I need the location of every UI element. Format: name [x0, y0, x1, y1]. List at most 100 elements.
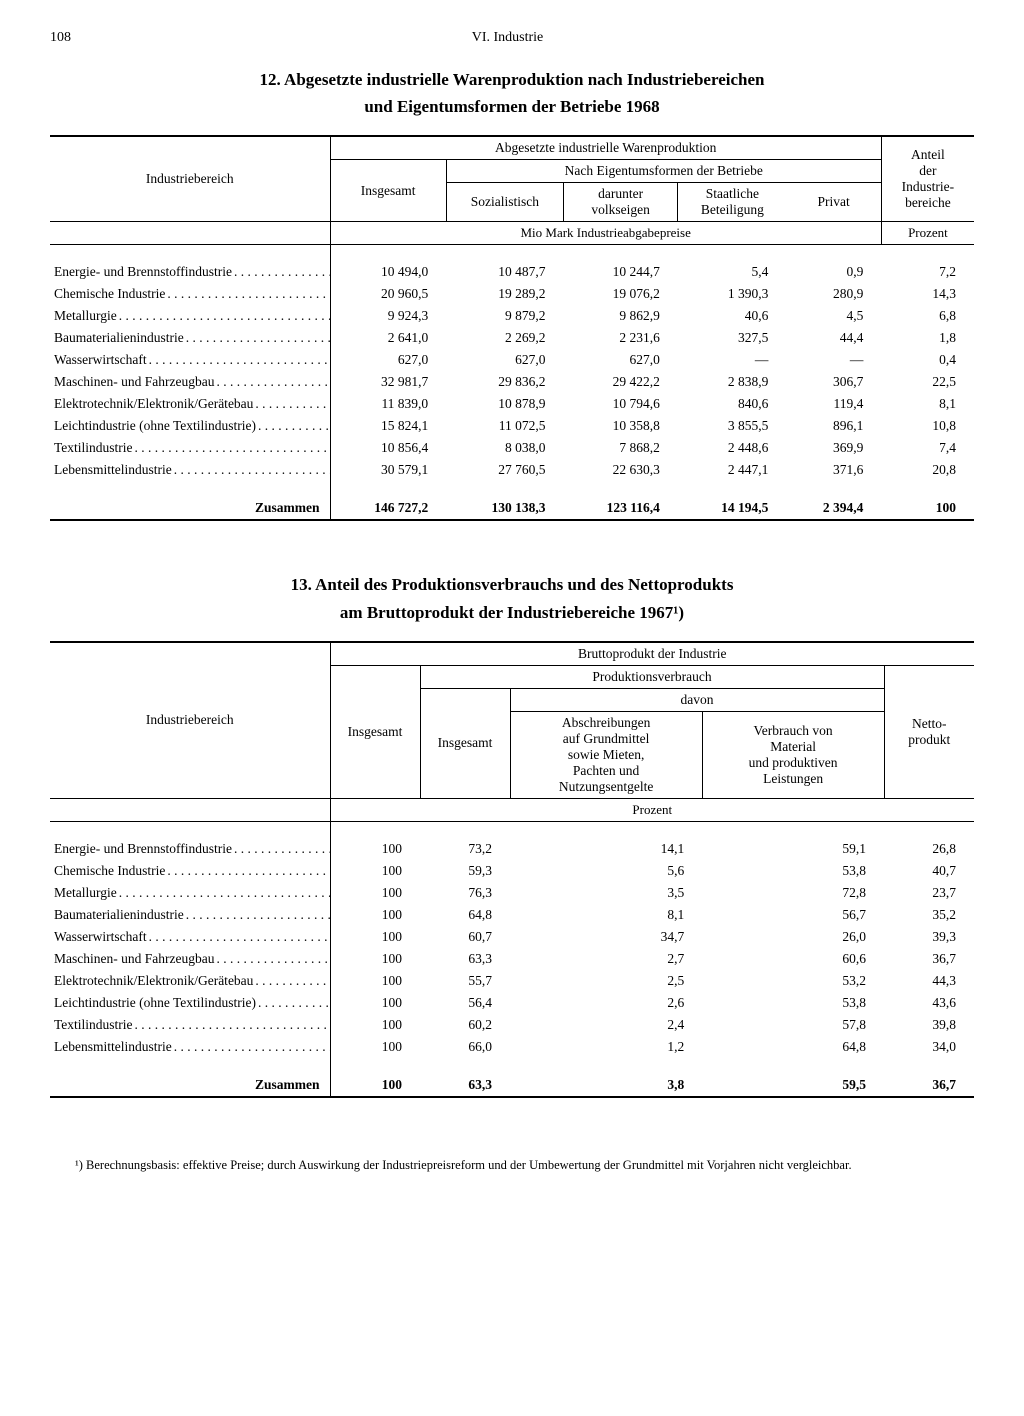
- table-row: Wasserwirtschaft627,0627,0627,0——0,4: [50, 349, 974, 371]
- th13-material: Verbrauch von Material und produktiven L…: [702, 711, 884, 798]
- cell: 11 072,5: [446, 415, 563, 437]
- cell: 1,2: [510, 1036, 702, 1058]
- cell: 20 960,5: [330, 283, 446, 305]
- cell: 100: [330, 948, 420, 970]
- cell: 7,2: [881, 261, 974, 283]
- table-row: Elektrotechnik/Elektronik/Gerätebau11 83…: [50, 393, 974, 415]
- cell: 14,3: [881, 283, 974, 305]
- cell: 10,8: [881, 415, 974, 437]
- cell: 100: [330, 1036, 420, 1058]
- cell: 100: [330, 1014, 420, 1036]
- row-label: Leichtindustrie (ohne Textilindustrie): [50, 415, 330, 437]
- row-label: Metallurgie: [50, 305, 330, 327]
- cell: 8,1: [881, 393, 974, 415]
- cell: 6,8: [881, 305, 974, 327]
- cell: 10 878,9: [446, 393, 563, 415]
- th-privat: Privat: [786, 183, 881, 222]
- cell: 9 862,9: [564, 305, 678, 327]
- cell: 34,7: [510, 926, 702, 948]
- cell: 14 194,5: [678, 497, 787, 520]
- row-label: Textilindustrie: [50, 437, 330, 459]
- cell: 2,5: [510, 970, 702, 992]
- cell: 2 447,1: [678, 459, 787, 481]
- cell: 26,0: [702, 926, 884, 948]
- table-row: Baumaterialienindustrie10064,88,156,735,…: [50, 904, 974, 926]
- cell: 5,4: [678, 261, 787, 283]
- th13-span-main: Bruttoprodukt der Industrie: [330, 643, 974, 666]
- table-row: Baumaterialienindustrie2 641,02 269,22 2…: [50, 327, 974, 349]
- th13-span-verbrauch: Produktionsverbrauch: [420, 665, 884, 688]
- cell: 8,1: [510, 904, 702, 926]
- cell: 40,6: [678, 305, 787, 327]
- cell: 3,8: [510, 1074, 702, 1097]
- cell: 29 836,2: [446, 371, 563, 393]
- total-label: Zusammen: [50, 1074, 330, 1097]
- cell: 72,8: [702, 882, 884, 904]
- cell: 2 231,6: [564, 327, 678, 349]
- cell: 7 868,2: [564, 437, 678, 459]
- cell: 34,0: [884, 1036, 974, 1058]
- cell: 7,4: [881, 437, 974, 459]
- cell: 3 855,5: [678, 415, 787, 437]
- cell: 26,8: [884, 838, 974, 860]
- cell: 2,4: [510, 1014, 702, 1036]
- th-staat: Staatliche Beteiligung: [678, 183, 787, 222]
- cell: 0,4: [881, 349, 974, 371]
- total-row: Zusammen146 727,2130 138,3123 116,414 19…: [50, 497, 974, 520]
- cell: 36,7: [884, 1074, 974, 1097]
- cell: 9 924,3: [330, 305, 446, 327]
- cell: 63,3: [420, 948, 510, 970]
- table-row: Chemische Industrie20 960,519 289,219 07…: [50, 283, 974, 305]
- cell: 10 856,4: [330, 437, 446, 459]
- cell: 22 630,3: [564, 459, 678, 481]
- cell: 0,9: [786, 261, 881, 283]
- table-row: Leichtindustrie (ohne Textilindustrie)10…: [50, 992, 974, 1014]
- cell: 3,5: [510, 882, 702, 904]
- cell: 2,6: [510, 992, 702, 1014]
- cell: 123 116,4: [564, 497, 678, 520]
- page-header: 108 VI. Industrie: [50, 30, 974, 46]
- row-label: Lebensmittelindustrie: [50, 1036, 330, 1058]
- row-label: Baumaterialienindustrie: [50, 327, 330, 349]
- th-volks: darunter volkseigen: [564, 183, 678, 222]
- cell: 2 838,9: [678, 371, 787, 393]
- cell: 627,0: [564, 349, 678, 371]
- th13-industry: Industriebereich: [50, 643, 330, 799]
- table12-title-line1: 12. Abgesetzte industrielle Warenprodukt…: [259, 70, 764, 89]
- cell: 10 358,8: [564, 415, 678, 437]
- cell: 1 390,3: [678, 283, 787, 305]
- cell: 100: [330, 904, 420, 926]
- th13-unit: Prozent: [330, 798, 974, 821]
- cell: 100: [330, 882, 420, 904]
- table-row: Textilindustrie10060,22,457,839,8: [50, 1014, 974, 1036]
- table-row: Maschinen- und Fahrzeugbau10063,32,760,6…: [50, 948, 974, 970]
- th-soz: Sozialistisch: [446, 183, 563, 222]
- cell: 23,7: [884, 882, 974, 904]
- table-row: Energie- und Brennstoffindustrie10 494,0…: [50, 261, 974, 283]
- th-industry: Industriebereich: [50, 137, 330, 222]
- cell: 53,2: [702, 970, 884, 992]
- cell: 19 289,2: [446, 283, 563, 305]
- cell: 10 244,7: [564, 261, 678, 283]
- table13: Industriebereich Bruttoprodukt der Indus…: [50, 641, 974, 1098]
- cell: 27 760,5: [446, 459, 563, 481]
- row-label: Wasserwirtschaft: [50, 926, 330, 948]
- cell: 9 879,2: [446, 305, 563, 327]
- th-anteil: Anteil der Industrie- bereiche: [881, 137, 974, 222]
- cell: 53,8: [702, 992, 884, 1014]
- table12: Industriebereich Abgesetzte industrielle…: [50, 135, 974, 521]
- chapter-label: VI. Industrie: [71, 30, 944, 46]
- cell: 2 394,4: [786, 497, 881, 520]
- cell: 30 579,1: [330, 459, 446, 481]
- cell: 73,2: [420, 838, 510, 860]
- row-label: Maschinen- und Fahrzeugbau: [50, 948, 330, 970]
- cell: 100: [330, 992, 420, 1014]
- footnote: ¹) Berechnungsbasis: effektive Preise; d…: [50, 1158, 974, 1173]
- cell: 100: [330, 860, 420, 882]
- cell: 130 138,3: [446, 497, 563, 520]
- table-row: Metallurgie10076,33,572,823,7: [50, 882, 974, 904]
- cell: 2 641,0: [330, 327, 446, 349]
- row-label: Chemische Industrie: [50, 860, 330, 882]
- total-row: Zusammen10063,33,859,536,7: [50, 1074, 974, 1097]
- table12-title: 12. Abgesetzte industrielle Warenprodukt…: [50, 66, 974, 120]
